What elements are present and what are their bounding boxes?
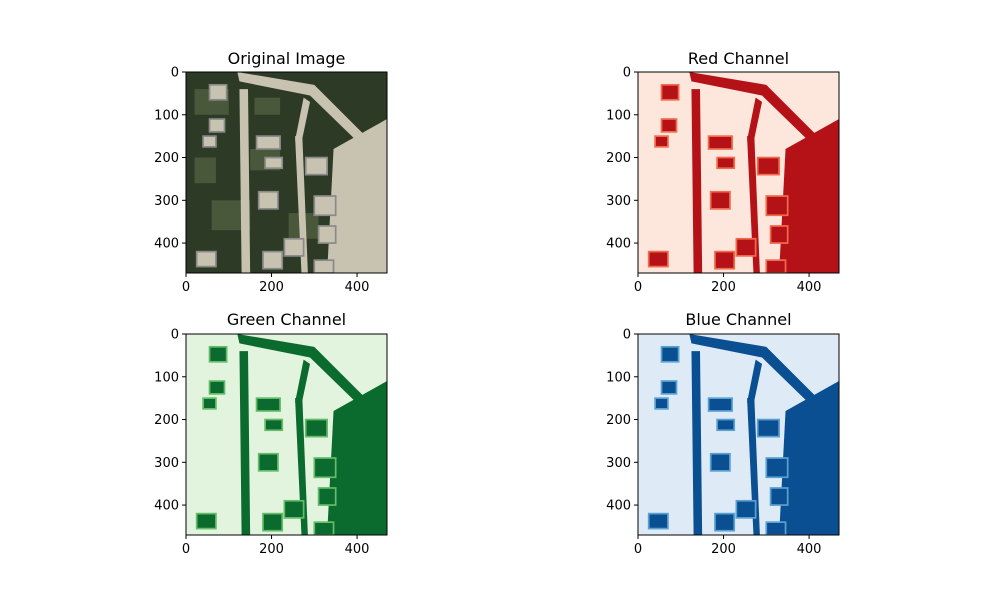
y-tick-label: 100 bbox=[154, 370, 179, 385]
y-tick-label: 400 bbox=[154, 237, 179, 252]
x-tick-label: 0 bbox=[634, 542, 642, 557]
x-tick-label: 200 bbox=[711, 542, 736, 557]
y-tick-label: 200 bbox=[606, 413, 631, 428]
axes-frame bbox=[637, 71, 840, 274]
y-tick-label: 100 bbox=[606, 370, 631, 385]
image-blue-channel bbox=[638, 334, 839, 535]
axes-frame bbox=[185, 71, 388, 274]
y-tick-label: 200 bbox=[606, 151, 631, 166]
panel-blue-channel: Blue Channel 0 200 400 0 100 200 300 400 bbox=[606, 310, 840, 557]
x-tick-label: 400 bbox=[797, 280, 822, 295]
axes-frame bbox=[637, 333, 840, 536]
panel-title: Red Channel bbox=[688, 49, 789, 68]
y-tick-label: 300 bbox=[606, 194, 631, 209]
image-original bbox=[186, 72, 387, 273]
y-tick-label: 400 bbox=[606, 237, 631, 252]
axes-frame bbox=[185, 333, 388, 536]
image-red-channel bbox=[638, 72, 839, 273]
panel-green-channel: Green Channel 0 200 400 0 100 200 300 400 bbox=[154, 310, 388, 557]
panel-title: Original Image bbox=[228, 49, 346, 68]
y-tick-label: 400 bbox=[154, 499, 179, 514]
x-tick-label: 0 bbox=[182, 542, 190, 557]
panel-original-image: Original Image 0 200 400 0 100 200 300 400 bbox=[154, 49, 388, 295]
y-tick-label: 100 bbox=[606, 108, 631, 123]
y-tick-label: 300 bbox=[606, 456, 631, 471]
panel-title: Green Channel bbox=[227, 310, 346, 329]
panel-title: Blue Channel bbox=[685, 310, 791, 329]
image-green-channel bbox=[186, 334, 387, 535]
x-tick-label: 200 bbox=[259, 280, 284, 295]
y-tick-label: 100 bbox=[154, 108, 179, 123]
x-tick-label: 400 bbox=[797, 542, 822, 557]
x-tick-label: 200 bbox=[711, 280, 736, 295]
y-tick-label: 0 bbox=[171, 66, 179, 81]
y-tick-label: 200 bbox=[154, 413, 179, 428]
y-tick-label: 200 bbox=[154, 151, 179, 166]
x-tick-label: 200 bbox=[259, 542, 284, 557]
x-tick-label: 0 bbox=[634, 280, 642, 295]
panel-red-channel: Red Channel 0 200 400 0 100 200 300 400 bbox=[606, 49, 840, 295]
x-tick-label: 400 bbox=[345, 542, 370, 557]
x-tick-label: 400 bbox=[345, 280, 370, 295]
y-tick-label: 300 bbox=[154, 456, 179, 471]
x-tick-label: 0 bbox=[182, 280, 190, 295]
y-tick-label: 0 bbox=[623, 66, 631, 81]
y-tick-label: 0 bbox=[171, 328, 179, 343]
y-tick-label: 0 bbox=[623, 328, 631, 343]
y-tick-label: 300 bbox=[154, 194, 179, 209]
y-tick-label: 400 bbox=[606, 499, 631, 514]
